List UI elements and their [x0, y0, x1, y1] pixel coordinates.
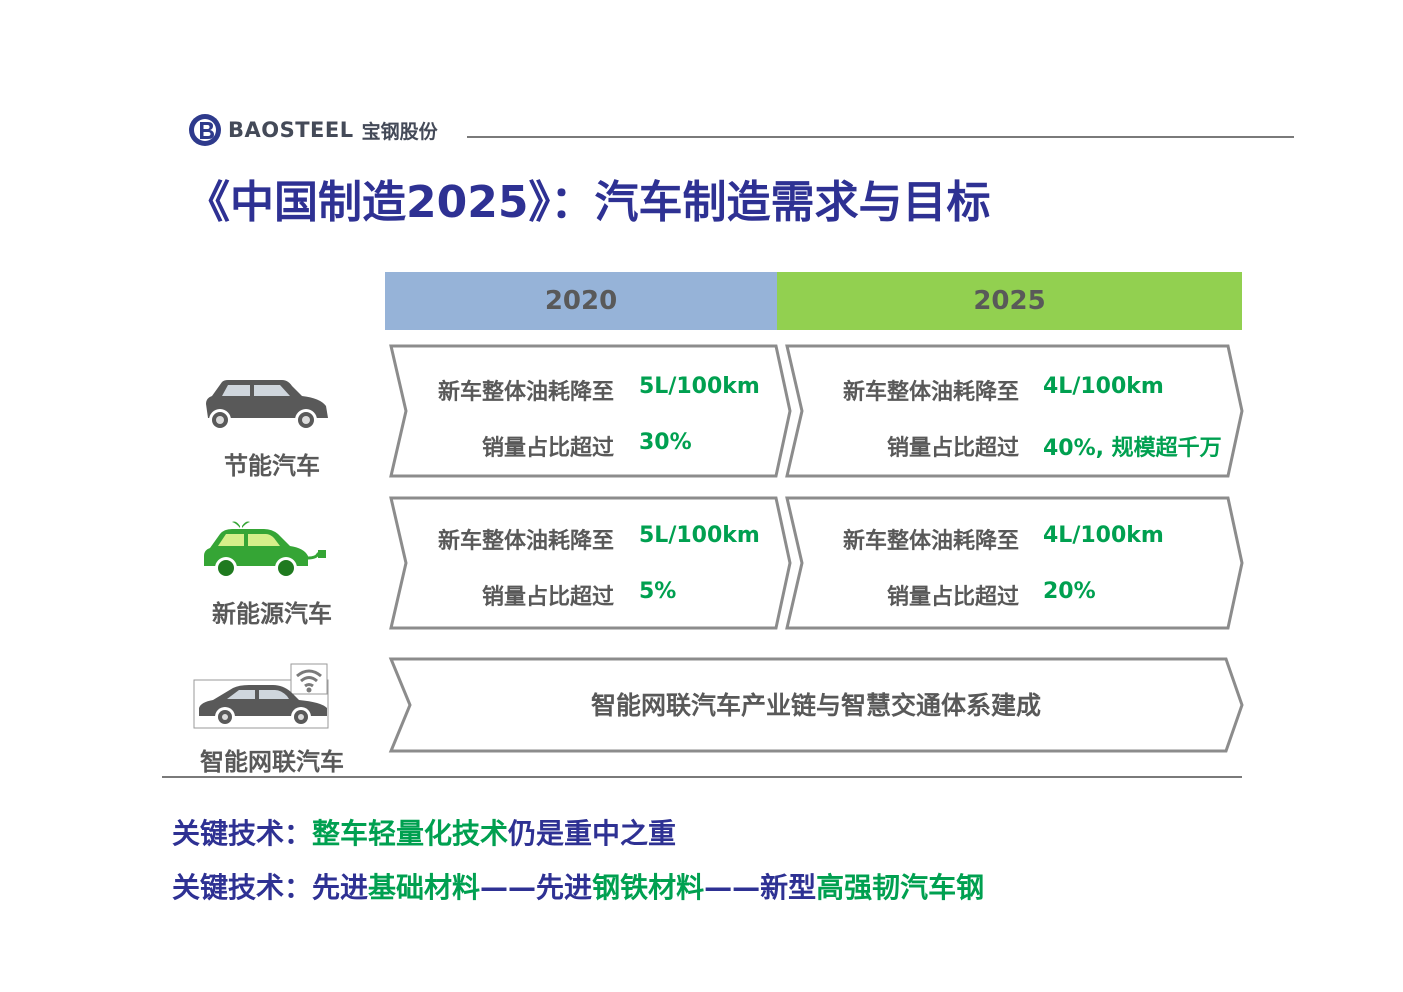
cell-r2-2020-line2-label: 销量占比超过	[481, 585, 614, 610]
cell-r1-2020-line1-value: 5L/100km	[639, 374, 760, 399]
key-tech-2-prefix: 关键技术：	[172, 871, 313, 904]
key-tech-2-part-1: 先进	[312, 871, 369, 904]
category-label-connected: 智能网联汽车	[200, 748, 344, 776]
year-header-2025: 2025	[777, 272, 1242, 330]
section-divider	[162, 776, 1242, 778]
cell-r2-2025-line1-value: 4L/100km	[1043, 523, 1164, 548]
key-tech-line-2: 关键技术：先进基础材料——先进钢铁材料——新型高强韧汽车钢	[172, 866, 984, 906]
cell-r2-2025-line2-label: 销量占比超过	[886, 585, 1019, 610]
key-tech-1-part-1: 整车轻量化技术	[312, 817, 509, 850]
cell-r2-2025-line1-label: 新车整体油耗降至	[842, 529, 1019, 554]
category-label-energy-saving: 节能汽车	[224, 452, 320, 480]
cell-r1-2025-line1-label: 新车整体油耗降至	[842, 380, 1019, 405]
cell-r1-2020-line2-value: 30%	[639, 430, 692, 455]
key-tech-1-part-2: 仍是重中之重	[508, 817, 677, 850]
key-tech-2-part-4: 钢铁材料	[592, 871, 705, 904]
cell-r1-2020-line1-label: 新车整体油耗降至	[437, 380, 614, 405]
key-tech-2-part-3: ——先进	[480, 871, 593, 904]
chevron-row1-2025	[785, 344, 1244, 478]
category-label-new-energy: 新能源汽车	[212, 600, 332, 628]
brand-en: BAOSTEEL	[228, 118, 354, 142]
key-tech-2-part-6: 高强韧汽车钢	[816, 871, 985, 904]
cell-r1-2020-line2-label: 销量占比超过	[481, 436, 614, 461]
connected-goal-text: 智能网联汽车产业链与智慧交通体系建成	[590, 691, 1041, 720]
brand-cn: 宝钢股份	[361, 120, 438, 143]
chevron-row1-2020	[389, 344, 792, 478]
header-rule	[467, 136, 1294, 138]
baosteel-logo: BAOSTEEL 宝钢股份	[188, 112, 438, 148]
cell-r1-2025-line1-value: 4L/100km	[1043, 374, 1164, 399]
cell-r1-2025-line2-label: 销量占比超过	[886, 436, 1019, 461]
chevron-row3-wide	[388, 657, 1244, 753]
cell-r2-2020-line1-label: 新车整体油耗降至	[437, 529, 614, 554]
cell-r2-2020-line1-value: 5L/100km	[639, 523, 760, 548]
cell-r1-2025-line2-value: 40%, 规模超千万	[1043, 436, 1222, 461]
chevron-row2-2025	[785, 496, 1244, 630]
cell-r2-2020-line2-value: 5%	[639, 579, 677, 604]
cell-r2-2025-line2-value: 20%	[1043, 579, 1096, 604]
baosteel-emblem-icon	[189, 114, 221, 146]
key-tech-2-part-5: ——新型	[704, 871, 817, 904]
chevron-row2-2020	[389, 496, 792, 630]
connected-car-icon	[193, 663, 329, 729]
gray-car-icon	[206, 380, 328, 431]
key-tech-1-prefix: 关键技术：	[172, 817, 313, 850]
key-tech-2-part-2: 基础材料	[368, 871, 481, 904]
key-tech-line-1: 关键技术：整车轻量化技术仍是重中之重	[172, 812, 676, 852]
green-electric-car-icon	[204, 521, 326, 579]
year-header-2020: 2020	[385, 272, 777, 330]
page-title: 《中国制造2025》：汽车制造需求与目标	[186, 177, 991, 228]
